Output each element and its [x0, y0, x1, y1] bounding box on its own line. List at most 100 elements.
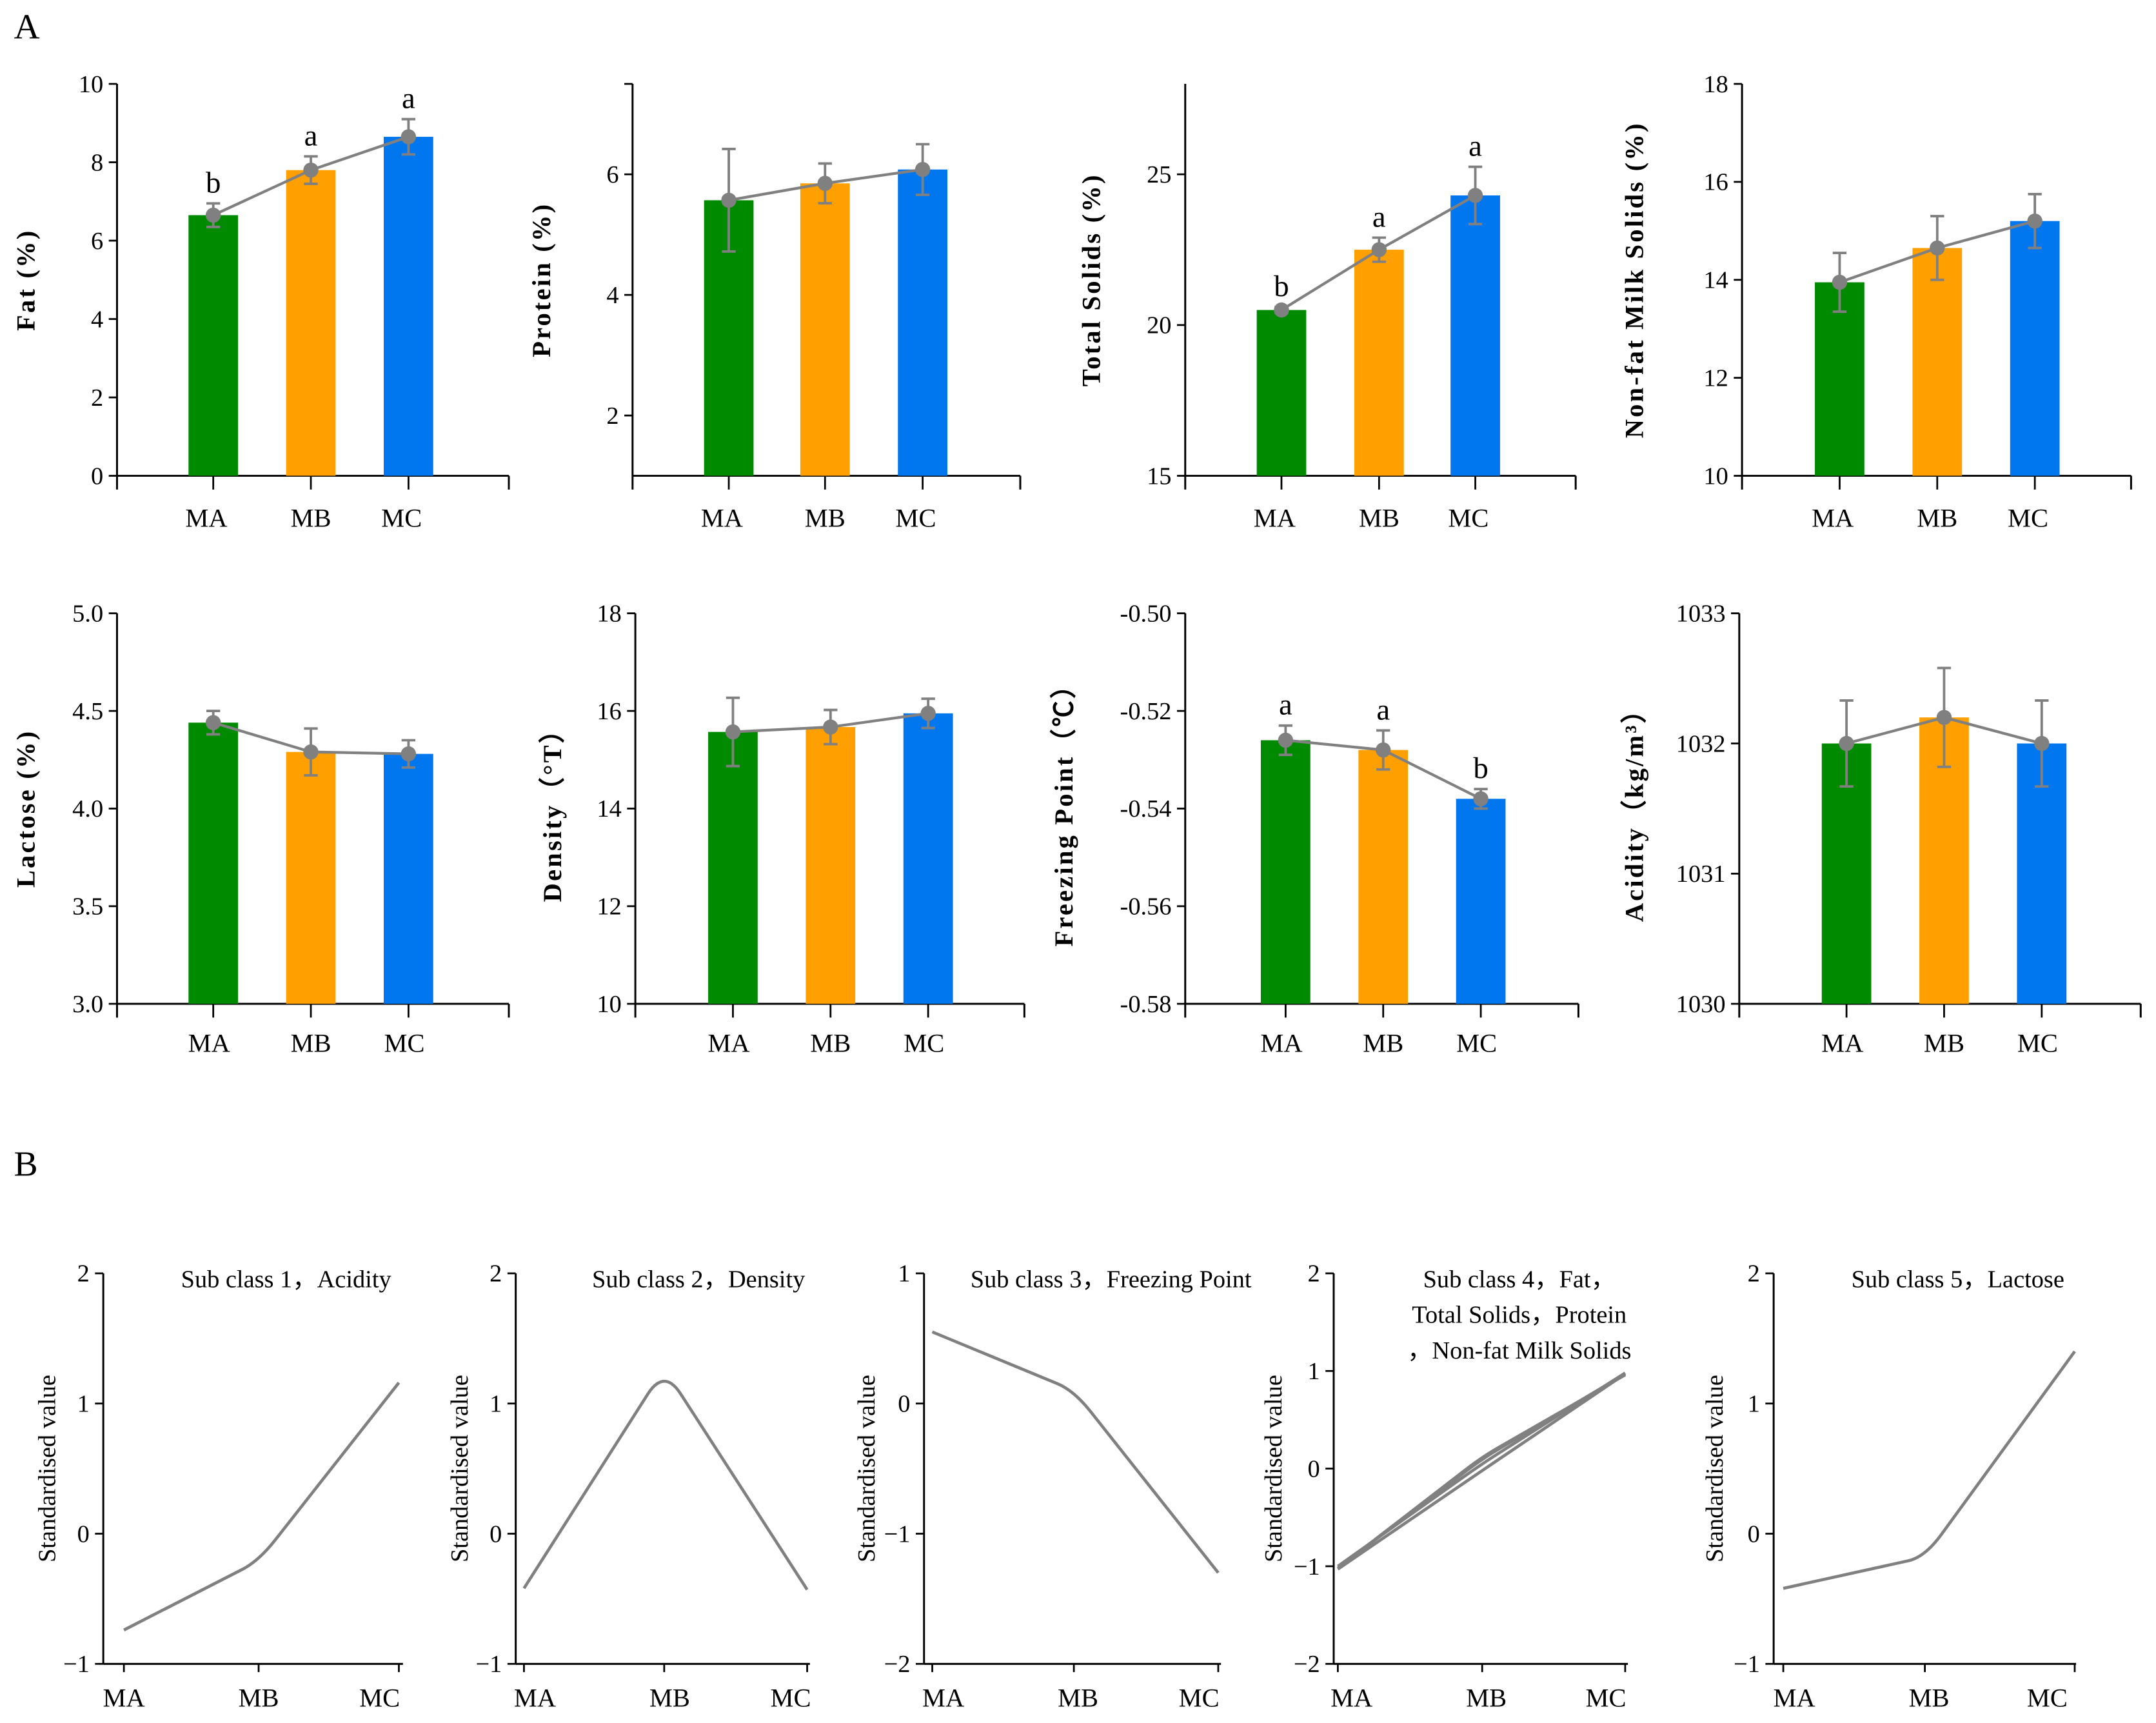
chart-title: ，Non-fat Milk Solids — [1407, 1337, 1631, 1364]
significance-letter: a — [1279, 688, 1292, 722]
x-tick-label: MB — [805, 503, 846, 532]
x-tick-label: MB — [1359, 503, 1399, 532]
y-tick-label: −1 — [1294, 1553, 1320, 1580]
significance-letter: a — [1469, 129, 1482, 163]
mean-point — [1274, 302, 1289, 318]
y-tick-label: 1030 — [1676, 991, 1726, 1018]
panel-label-a: A — [14, 7, 40, 46]
y-axis-label: Standardised value — [446, 1375, 473, 1562]
chart-5: 10 12 14 16 18 MA MB MC Density（°T） — [538, 601, 1025, 1058]
x-tick-label: MA — [1330, 1683, 1372, 1712]
x-tick-label: MB — [1058, 1683, 1098, 1712]
mean-point — [1839, 735, 1854, 752]
significance-letter: b — [1274, 270, 1289, 303]
y-tick-label: 4 — [91, 306, 103, 333]
y-tick-label: 0 — [1748, 1520, 1760, 1548]
significance-letter: a — [304, 119, 318, 152]
mean-point — [1473, 791, 1488, 807]
y-tick-label: 18 — [1703, 71, 1728, 98]
mean-point — [1371, 242, 1387, 257]
y-axis-label: Standardised value — [853, 1375, 880, 1562]
y-tick-label: 4 — [606, 282, 618, 309]
x-tick-label: MB — [810, 1029, 851, 1058]
mean-point — [823, 719, 838, 735]
y-tick-label: 14 — [597, 795, 621, 822]
x-tick-label: MA — [514, 1683, 556, 1712]
series-line-non-fat-milk-solids — [1337, 1371, 1627, 1568]
y-axis-label: Total Solids (%) — [1077, 173, 1106, 386]
mean-point — [817, 175, 833, 191]
y-tick-label: 25 — [1147, 161, 1171, 188]
y-tick-label: 5.0 — [72, 601, 103, 628]
bar-MB — [806, 727, 856, 1004]
significance-letter: a — [402, 82, 415, 115]
y-tick-label: 8 — [91, 149, 103, 176]
y-tick-label: 10 — [597, 991, 621, 1018]
series-line-acidity — [123, 1382, 401, 1631]
x-tick-label: MA — [1773, 1683, 1815, 1712]
y-tick-label: -0.58 — [1120, 991, 1172, 1018]
chart-6: -0.58 -0.56 -0.54 -0.52 -0.50 MA MB MC Freezing … — [1049, 601, 1579, 1058]
y-tick-label: -0.52 — [1120, 698, 1172, 725]
chart-2: 15 20 25 MA MB MC Total Solids (%) b a a — [1077, 84, 1577, 532]
mean-point — [1278, 732, 1294, 748]
x-tick-label: MB — [1924, 1029, 1964, 1058]
bar-MB — [1912, 248, 1963, 476]
y-axis-label: Protein (%) — [527, 203, 556, 357]
bar-MC — [383, 753, 433, 1004]
y-tick-label: 2 — [606, 403, 618, 430]
y-axis-label: Standardised value — [1701, 1375, 1728, 1562]
bar-MA — [1815, 282, 1864, 476]
series-line-density — [522, 1380, 809, 1591]
series-line-protein — [1337, 1372, 1627, 1571]
mean-point — [1467, 188, 1483, 203]
x-tick-label: MC — [1448, 503, 1488, 532]
y-tick-label: 0 — [91, 463, 103, 490]
x-tick-label: MA — [922, 1683, 964, 1712]
mean-point — [205, 715, 221, 730]
y-tick-label: 0 — [898, 1391, 910, 1418]
y-tick-label: −2 — [884, 1651, 911, 1678]
y-axis-label: Freezing Point（℃） — [1049, 670, 1078, 946]
y-tick-label: 18 — [597, 601, 621, 628]
y-tick-label: 2 — [1307, 1260, 1320, 1288]
mean-point — [920, 706, 936, 721]
x-tick-label: MB — [1363, 1029, 1403, 1058]
mean-point — [2027, 213, 2042, 229]
series-line-lactose — [1783, 1350, 2076, 1590]
y-tick-label: 1 — [1307, 1358, 1320, 1385]
chart-9: −1 0 1 2 MA MB MC Standardised value Sub class 2… — [446, 1260, 811, 1713]
y-tick-label: −1 — [475, 1651, 502, 1678]
chart-7: 1030 1031 1032 1033 MA MB MC Acidity（kg/m³） — [1620, 601, 2142, 1058]
mean-point — [1832, 274, 1848, 290]
y-tick-label: 3.5 — [72, 893, 103, 921]
y-axis-label: Standardised value — [1260, 1375, 1287, 1562]
y-tick-label: 20 — [1147, 312, 1171, 339]
x-tick-label: MC — [1586, 1683, 1627, 1712]
mean-point — [205, 207, 221, 223]
x-tick-label: MA — [1821, 1029, 1863, 1058]
x-tick-label: MB — [1466, 1683, 1507, 1712]
x-tick-label: MB — [649, 1683, 690, 1712]
y-tick-label: 16 — [1703, 169, 1728, 196]
y-axis-label: Standardised value — [34, 1375, 61, 1562]
bar-MA — [188, 215, 239, 476]
y-tick-label: 0 — [1307, 1455, 1320, 1482]
bar-MC — [1450, 195, 1500, 476]
y-tick-label: 1 — [490, 1391, 502, 1418]
y-tick-label: 2 — [91, 384, 103, 412]
chart-3: 10 12 14 16 18 MA MB MC Non-fat Milk Solids (%) — [1620, 71, 2132, 532]
x-tick-label: MC — [770, 1683, 811, 1712]
series-line-freezing-point — [931, 1330, 1220, 1574]
bar-MB — [1354, 250, 1404, 476]
x-tick-label: MB — [1908, 1683, 1949, 1712]
y-tick-label: 2 — [77, 1260, 90, 1288]
y-axis-label: Lactose (%) — [12, 730, 41, 888]
y-tick-label: 1031 — [1676, 861, 1726, 888]
x-tick-label: MA — [701, 503, 743, 532]
y-tick-label: 0 — [77, 1520, 90, 1548]
chart-12: −1 0 1 2 MA MB MC Standardised value Sub class 5… — [1701, 1260, 2077, 1712]
mean-point — [2034, 735, 2050, 752]
x-tick-label: MA — [1260, 1029, 1302, 1058]
bar-MB — [286, 170, 336, 476]
